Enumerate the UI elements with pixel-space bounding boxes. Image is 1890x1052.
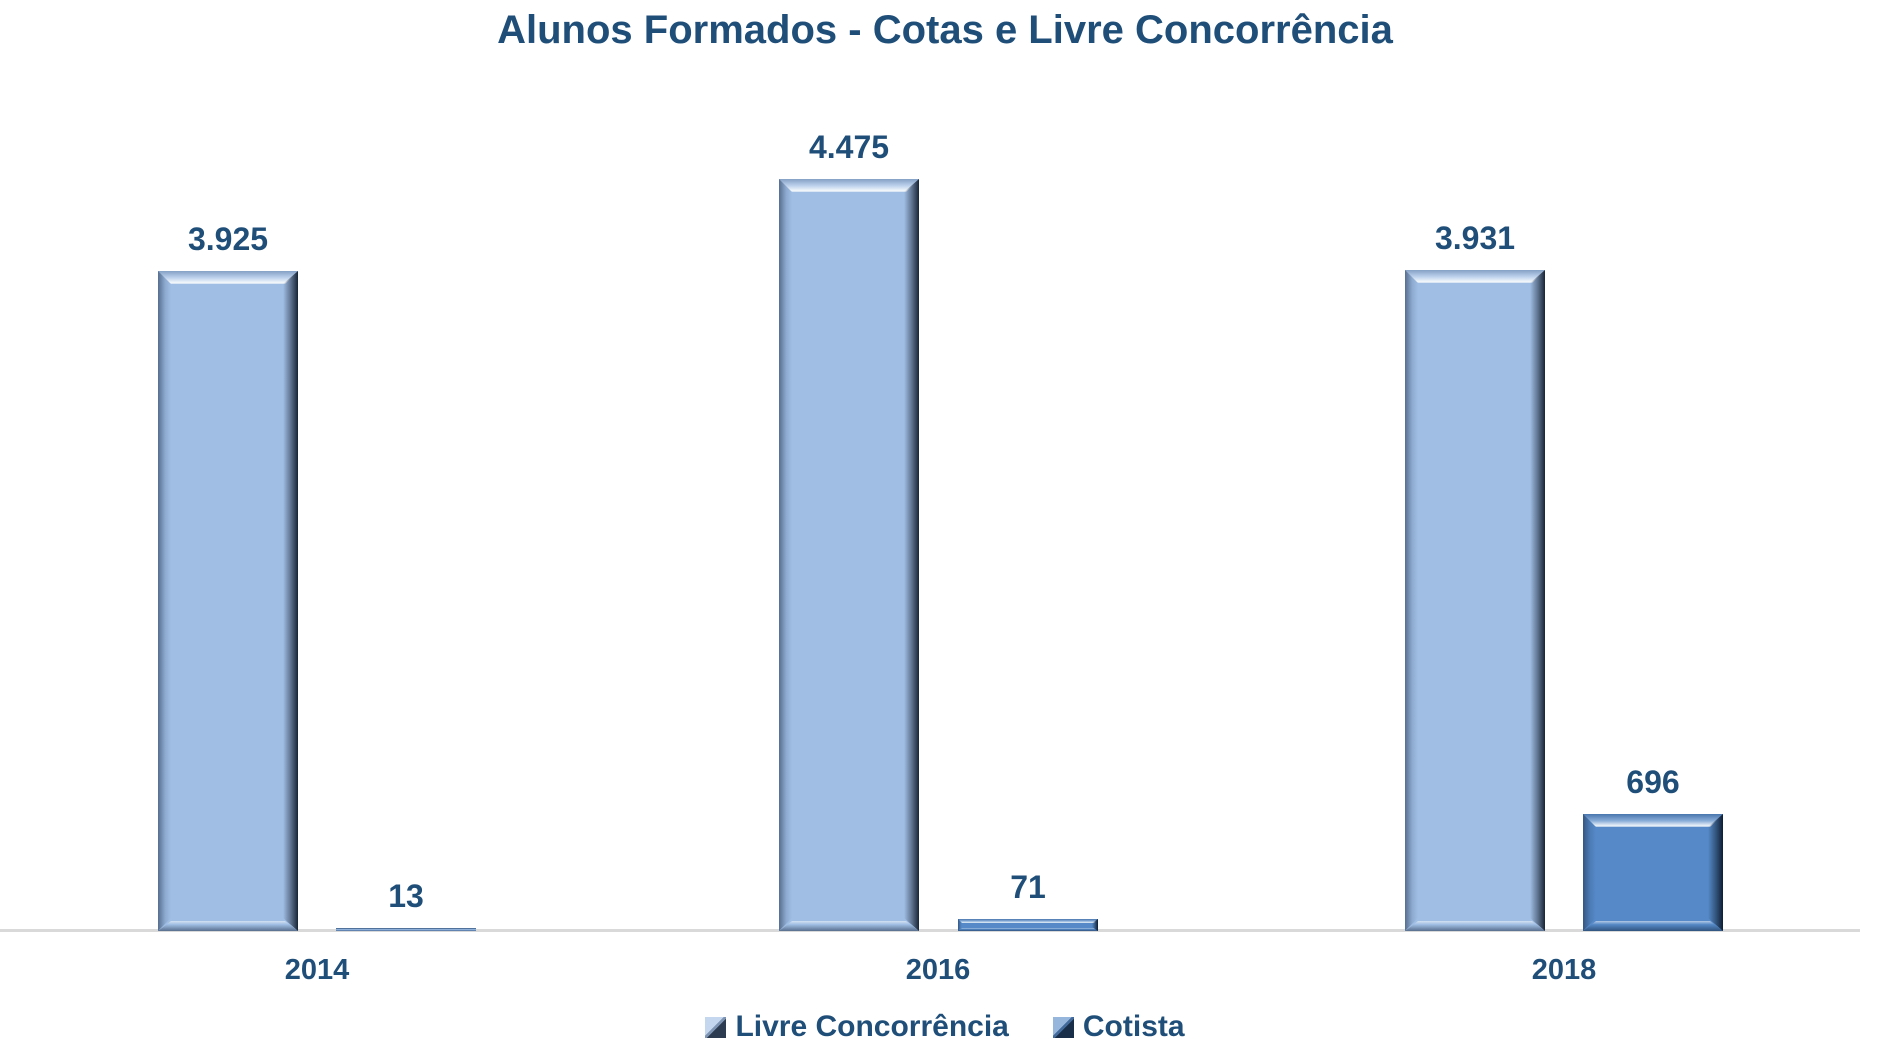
value-label-cotista-2018: 696 xyxy=(1626,764,1680,800)
x-axis-line xyxy=(0,929,1860,932)
bar-bevel-bottom xyxy=(779,921,919,931)
bar-bevel-left xyxy=(1583,814,1596,931)
x-tick-2014: 2014 xyxy=(284,954,350,986)
bar-bevel-bottom xyxy=(158,921,298,931)
bar-bevel-right xyxy=(1708,814,1723,931)
bar-bevel-top xyxy=(158,271,298,284)
bar-bevel-bottom xyxy=(958,928,1098,931)
bar-bevel-left xyxy=(779,179,792,931)
legend-marker-cotista-icon xyxy=(1052,1016,1074,1038)
x-tick-2016: 2016 xyxy=(905,954,971,986)
bar-bevel-right xyxy=(1530,270,1545,931)
bar-livre-concorrencia-2016 xyxy=(779,179,919,931)
x-tick-2018: 2018 xyxy=(1531,954,1597,986)
bar-bevel-top xyxy=(958,919,1098,923)
value-label-livre-concorrencia-2016: 4.475 xyxy=(808,129,890,165)
bar-bevel-top xyxy=(779,179,919,192)
bar-bevel-left xyxy=(1405,270,1418,931)
legend: Livre Concorrência Cotista xyxy=(0,1004,1890,1050)
legend-label: Livre Concorrência xyxy=(735,1010,1009,1043)
bar-cotista-2014 xyxy=(336,928,476,931)
legend-label: Cotista xyxy=(1082,1010,1185,1043)
value-label-livre-concorrencia-2018: 3.931 xyxy=(1434,220,1516,256)
bar-cotista-2018 xyxy=(1583,814,1723,931)
bar-bevel-bottom xyxy=(1405,921,1545,931)
bar-bevel-left xyxy=(158,271,171,931)
bar-bevel-bottom xyxy=(1583,921,1723,931)
bar-cotista-2016 xyxy=(958,919,1098,931)
legend-item-livre-concorrencia: Livre Concorrência xyxy=(705,1010,1009,1044)
legend-item-cotista: Cotista xyxy=(1052,1010,1185,1044)
bar-bevel-right xyxy=(904,179,919,931)
bar-bevel-top xyxy=(1405,270,1545,283)
chart-title: Alunos Formados - Cotas e Livre Concorrê… xyxy=(497,8,1393,52)
value-label-cotista-2016: 71 xyxy=(1010,869,1046,905)
bar-bevel-left xyxy=(958,919,962,931)
bar-bevel-top xyxy=(1583,814,1723,827)
bar-livre-concorrencia-2018 xyxy=(1405,270,1545,931)
bar-bevel-right xyxy=(283,271,298,931)
bar-livre-concorrencia-2014 xyxy=(158,271,298,931)
legend-marker-livre-concorrencia-icon xyxy=(705,1016,727,1038)
value-label-livre-concorrencia-2014: 3.925 xyxy=(187,221,269,257)
bar-bevel-right xyxy=(1092,919,1098,931)
value-label-cotista-2014: 13 xyxy=(388,878,424,914)
